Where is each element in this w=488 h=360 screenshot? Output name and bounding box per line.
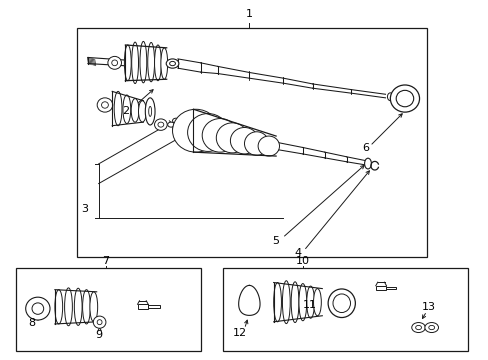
Text: 11: 11 (303, 300, 317, 310)
Ellipse shape (428, 325, 434, 330)
Ellipse shape (154, 45, 161, 81)
Text: 7: 7 (102, 256, 109, 266)
Text: 5: 5 (272, 236, 279, 246)
Text: 8: 8 (28, 318, 36, 328)
Ellipse shape (313, 289, 321, 316)
Ellipse shape (32, 303, 43, 314)
Bar (222, 267, 467, 351)
Text: 10: 10 (295, 256, 309, 266)
Bar (137, 304, 148, 309)
Ellipse shape (82, 290, 90, 324)
Text: 3: 3 (81, 203, 88, 213)
Ellipse shape (131, 99, 139, 122)
Text: 13: 13 (422, 302, 435, 312)
Text: 6: 6 (362, 143, 369, 153)
Ellipse shape (258, 136, 279, 156)
Ellipse shape (166, 59, 179, 68)
Ellipse shape (74, 288, 82, 325)
Ellipse shape (290, 282, 298, 323)
Ellipse shape (172, 118, 179, 123)
Bar (77, 28, 426, 257)
Ellipse shape (424, 323, 438, 333)
Ellipse shape (327, 289, 355, 318)
Ellipse shape (298, 284, 306, 321)
Ellipse shape (131, 42, 138, 84)
Ellipse shape (97, 98, 113, 112)
Text: 1: 1 (245, 9, 252, 19)
Ellipse shape (114, 91, 122, 126)
Ellipse shape (273, 283, 281, 322)
Ellipse shape (306, 286, 314, 318)
Ellipse shape (97, 320, 102, 325)
Ellipse shape (102, 102, 108, 108)
Ellipse shape (172, 126, 179, 131)
Ellipse shape (158, 122, 163, 127)
Ellipse shape (364, 158, 371, 169)
Ellipse shape (93, 316, 106, 328)
Ellipse shape (186, 125, 190, 128)
Ellipse shape (282, 281, 289, 324)
Text: 12: 12 (232, 328, 246, 338)
Ellipse shape (55, 290, 62, 324)
Ellipse shape (177, 122, 184, 127)
Ellipse shape (112, 60, 117, 66)
Ellipse shape (332, 294, 350, 312)
Ellipse shape (415, 325, 421, 330)
Ellipse shape (169, 62, 175, 66)
Bar (386, 287, 395, 289)
Ellipse shape (161, 48, 167, 79)
Ellipse shape (148, 107, 151, 116)
Text: 4: 4 (294, 248, 301, 258)
Ellipse shape (167, 122, 174, 127)
Ellipse shape (26, 297, 50, 320)
Ellipse shape (172, 109, 219, 152)
Ellipse shape (108, 57, 121, 69)
Ellipse shape (187, 113, 228, 152)
Ellipse shape (122, 95, 130, 123)
Ellipse shape (395, 90, 413, 107)
Ellipse shape (64, 288, 72, 326)
Ellipse shape (411, 323, 425, 333)
Bar (148, 305, 160, 307)
Ellipse shape (183, 122, 193, 131)
Ellipse shape (216, 123, 248, 153)
Ellipse shape (202, 118, 238, 152)
Ellipse shape (138, 101, 146, 122)
Ellipse shape (386, 93, 392, 101)
Ellipse shape (145, 98, 155, 125)
Ellipse shape (389, 85, 419, 112)
Ellipse shape (90, 292, 98, 322)
Ellipse shape (230, 127, 258, 154)
Ellipse shape (124, 45, 131, 81)
Bar (375, 286, 386, 290)
Ellipse shape (140, 41, 146, 83)
Ellipse shape (154, 119, 167, 130)
Text: 9: 9 (95, 330, 102, 341)
Text: 2: 2 (122, 106, 129, 116)
Ellipse shape (147, 42, 154, 82)
Bar (16, 267, 201, 351)
Ellipse shape (244, 132, 268, 156)
